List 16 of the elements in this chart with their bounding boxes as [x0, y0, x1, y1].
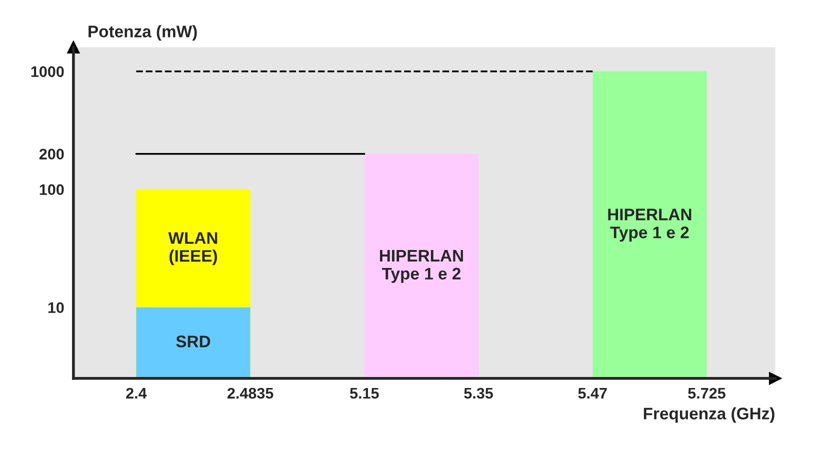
x-tick-label: 5.725 [688, 388, 726, 399]
x-tick-label: 5.15 [350, 388, 379, 399]
y-tick-label: 1000 [31, 66, 64, 78]
x-axis-title: Frequenza (GHz) [644, 407, 774, 423]
series-label: HIPERLAN Type 1 e 2 [608, 208, 692, 242]
x-tick-label: 5.35 [464, 388, 493, 399]
series-label: SRD [176, 336, 210, 348]
series-label: HIPERLAN Type 1 e 2 [380, 250, 463, 283]
y-tick-label: 10 [48, 302, 64, 314]
y-axis-title: Potenza (mW) [88, 25, 197, 41]
y-tick-label: 100 [40, 184, 64, 196]
y-tick-label: 200 [39, 148, 64, 160]
x-tick-label: 2.4 [126, 388, 147, 398]
x-tick-label: 5.47 [578, 388, 607, 399]
x-tick-label: 2.4835 [227, 388, 274, 399]
series-label: WLAN (IEEE) [168, 232, 218, 266]
